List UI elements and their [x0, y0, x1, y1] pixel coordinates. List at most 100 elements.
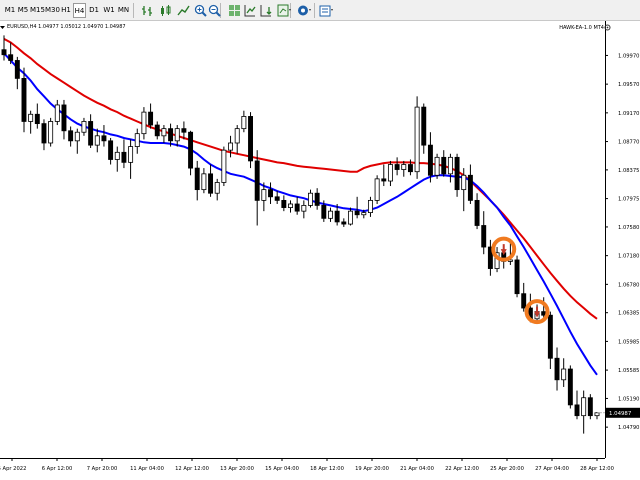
candle-bearish: [421, 106, 427, 146]
period-separators-icon[interactable]: [296, 3, 311, 18]
price-tick-label: 1.06780: [618, 282, 639, 288]
candle-bearish: [1, 49, 7, 56]
candle-bearish: [248, 116, 253, 162]
price-tick-label: 1.05190: [618, 396, 639, 402]
time-tick-label: 6 Apr 12:00: [42, 466, 73, 472]
toolbar-separator: [220, 3, 221, 18]
auto-scroll-icon[interactable]: [242, 3, 257, 18]
candle-bearish: [381, 178, 387, 182]
candle-bullish: [134, 133, 140, 147]
bar-chart-icon[interactable]: [140, 3, 155, 18]
candle-bearish: [14, 60, 20, 79]
current-price-tag: [606, 407, 640, 418]
candle-bearish: [427, 144, 433, 176]
candle-bullish: [328, 210, 333, 219]
candle-bearish: [101, 135, 107, 142]
candle-bullish: [241, 116, 247, 130]
candle-bullish: [54, 104, 60, 122]
candle-bearish: [154, 124, 160, 137]
candle-bullish: [234, 128, 240, 144]
candle-bullish: [94, 135, 100, 146]
candle-bearish: [181, 128, 187, 133]
price-tick-label: 1.07975: [618, 197, 639, 203]
timeframe-d1[interactable]: D1: [89, 6, 99, 14]
candle-bullish: [561, 368, 567, 381]
candle-bearish: [274, 196, 280, 201]
candle-bullish: [581, 397, 587, 417]
timeframe-h1[interactable]: H1: [61, 6, 71, 14]
candle-bullish: [81, 121, 87, 133]
candle-bullish: [48, 121, 54, 144]
time-tick-label: 22 Apr 12:00: [445, 466, 479, 472]
time-tick-label: 5 Apr 2022: [0, 466, 26, 472]
candle-bearish: [567, 368, 573, 406]
candle-bearish: [121, 151, 127, 163]
zoom-out-icon[interactable]: [207, 3, 222, 18]
candle-bearish: [268, 189, 273, 198]
sell-arrow-icon: [534, 306, 541, 318]
chart-area[interactable]: 1.09970 1.09570 1.09170 1.08770 1.08375 1.079…: [0, 21, 640, 480]
gear-icon[interactable]: [604, 24, 611, 31]
templates-icon[interactable]: [318, 3, 333, 18]
timeframe-m30[interactable]: M30: [45, 6, 60, 14]
timeframe-mn[interactable]: MN: [117, 6, 130, 14]
indicator-label: HAWK-EA-1.0 MT4: [559, 25, 604, 31]
time-tick-label: 11 Apr 04:00: [130, 466, 164, 472]
candle-bullish: [401, 164, 407, 170]
price-tick-label: 1.09170: [618, 111, 639, 117]
candle-bearish: [354, 210, 360, 216]
candle-bearish: [394, 164, 400, 170]
candle-bearish: [148, 111, 154, 126]
candle-bearish: [454, 156, 460, 191]
zoom-in-icon[interactable]: [193, 3, 208, 18]
time-tick-label: 21 Apr 04:00: [400, 466, 434, 472]
price-tick-label: 1.04790: [618, 425, 639, 431]
candle-bearish: [574, 404, 580, 417]
candle-bearish: [8, 54, 14, 61]
timeframe-w1[interactable]: W1: [103, 6, 115, 14]
sell-signal-marker: [491, 236, 517, 262]
timeframe-h4[interactable]: H4: [73, 3, 86, 18]
candle-bearish: [208, 173, 214, 194]
price-tick-label: 1.07180: [618, 254, 639, 260]
candle-bullish: [221, 149, 227, 183]
sell-arrow-icon: [500, 244, 507, 256]
price-tick-label: 1.09970: [618, 53, 639, 59]
price-tick-label: 1.09570: [618, 82, 639, 88]
indicators-icon[interactable]: [276, 3, 291, 18]
candle-bullish: [141, 111, 147, 135]
line-chart-icon[interactable]: [176, 3, 191, 18]
current-price-label: 1.04987: [609, 411, 631, 417]
candle-bullish: [374, 178, 380, 201]
timeframe-m15[interactable]: M15: [30, 6, 45, 14]
candlestick-chart-icon[interactable]: [158, 3, 173, 18]
time-tick-label: 13 Apr 20:00: [220, 466, 254, 472]
price-tick-label: 1.08375: [618, 168, 639, 174]
candle-bearish: [487, 246, 493, 269]
candle-bullish: [367, 199, 373, 213]
time-tick-label: 28 Apr 12:00: [580, 466, 614, 472]
time-tick-label: 27 Apr 04:00: [535, 466, 569, 472]
candle-bearish: [294, 203, 300, 212]
candle-bearish: [441, 156, 447, 175]
candle-bullish: [348, 210, 353, 225]
candle-bearish: [21, 78, 27, 122]
time-tick-label: 7 Apr 20:00: [87, 466, 118, 472]
candle-bearish: [341, 221, 347, 225]
price-tick-label: 1.05585: [618, 368, 639, 374]
candle-bullish: [301, 205, 307, 212]
candle-bullish: [361, 212, 367, 216]
tile-windows-icon[interactable]: [227, 3, 242, 18]
sell-signal-marker: [524, 299, 550, 325]
time-tick-label: 15 Apr 04:00: [265, 466, 299, 472]
candle-bearish: [34, 113, 40, 125]
timeframe-m5[interactable]: M5: [17, 6, 29, 14]
candle-bullish: [128, 146, 134, 163]
chart-shift-icon[interactable]: [258, 3, 273, 18]
timeframe-m1[interactable]: M1: [4, 6, 16, 14]
candle-bearish: [547, 314, 553, 359]
symbol-label: EURUSD,H4 1.04977 1.05012 1.04970 1.0498…: [7, 24, 126, 30]
price-chart[interactable]: 1.09970 1.09570 1.09170 1.08770 1.08375 1.079…: [0, 21, 640, 480]
candle-bearish: [521, 293, 527, 309]
candle-bullish: [28, 113, 34, 122]
